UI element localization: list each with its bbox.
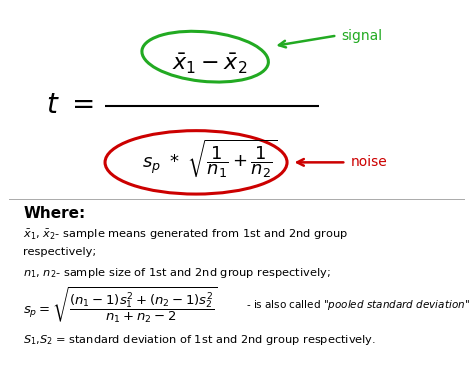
Text: $\bar{x}_1$, $\bar{x}_2$- sample means generated from 1st and 2nd group: $\bar{x}_1$, $\bar{x}_2$- sample means g…	[23, 228, 348, 242]
Text: $t\ =$: $t\ =$	[46, 92, 93, 120]
Text: $S_1$,$S_2$ = standard deviation of 1st and 2nd group respectively.: $S_1$,$S_2$ = standard deviation of 1st …	[23, 333, 376, 347]
Text: signal: signal	[342, 29, 383, 43]
Text: - is also called "$\it{pooled\ standard\ deviation}$": - is also called "$\it{pooled\ standard\…	[246, 298, 470, 312]
Text: $s_p\ *\ \sqrt{\dfrac{1}{n_1}+\dfrac{1}{n_2}}$: $s_p\ *\ \sqrt{\dfrac{1}{n_1}+\dfrac{1}{…	[142, 138, 277, 180]
Text: respectively;: respectively;	[23, 247, 96, 257]
Text: $\bar{x}_1 - \bar{x}_2$: $\bar{x}_1 - \bar{x}_2$	[172, 52, 247, 76]
Text: $s_p = \sqrt{\dfrac{(n_1 - 1)s_1^2 + (n_2 - 1)s_2^2}{n_1 + n_2 - 2}}$: $s_p = \sqrt{\dfrac{(n_1 - 1)s_1^2 + (n_…	[23, 285, 218, 325]
Text: noise: noise	[351, 155, 388, 169]
Text: $n_1$, $n_2$- sample size of 1st and 2nd group respectively;: $n_1$, $n_2$- sample size of 1st and 2nd…	[23, 266, 331, 280]
Text: Where:: Where:	[23, 206, 85, 221]
